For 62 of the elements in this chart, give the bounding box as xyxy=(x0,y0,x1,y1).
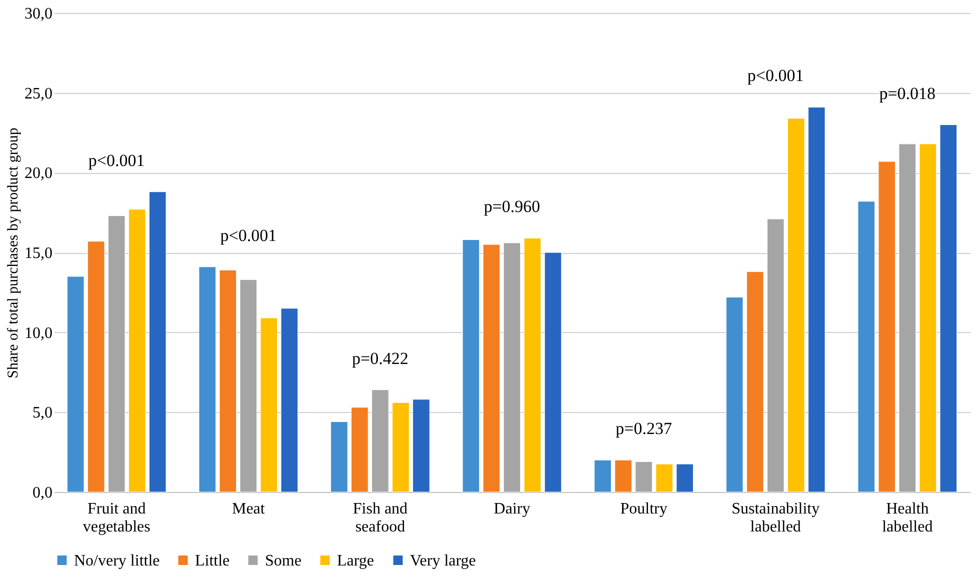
bar xyxy=(280,308,298,492)
bar xyxy=(351,407,368,492)
annotation: p<0.001 xyxy=(88,150,145,170)
bar xyxy=(808,106,826,492)
annotation: p<0.001 xyxy=(220,226,277,245)
x-tick-label: Health labelled xyxy=(882,500,933,536)
bar xyxy=(148,192,166,492)
y-tick-label: 5,0 xyxy=(32,404,52,422)
bar xyxy=(919,144,937,492)
bar xyxy=(219,270,237,492)
y-tick-label: 0,0 xyxy=(32,484,52,502)
x-tick-label: Fish and seafood xyxy=(352,500,408,536)
bar xyxy=(240,279,258,492)
x-tick-label: Meat xyxy=(232,500,266,518)
bar xyxy=(787,118,805,492)
bar xyxy=(858,201,876,492)
x-tick-label: Dairy xyxy=(494,500,530,518)
bar xyxy=(108,216,126,492)
bar xyxy=(260,318,278,492)
bar xyxy=(412,399,430,492)
bar xyxy=(656,464,673,492)
y-tick-label: 30,0 xyxy=(24,6,52,22)
legend-label: Very large xyxy=(410,552,476,570)
bar xyxy=(66,276,84,492)
y-tick-label: 10,0 xyxy=(24,324,52,342)
bar xyxy=(372,390,389,492)
bar xyxy=(503,242,521,492)
y-axis-title: Share of total purchases by product group xyxy=(6,128,22,378)
bar xyxy=(594,460,612,492)
bar xyxy=(330,421,348,492)
bar xyxy=(726,296,744,492)
x-tick-label: Fruit and vegetables xyxy=(82,500,150,536)
annotation: p=0.237 xyxy=(616,419,672,438)
bar xyxy=(635,461,652,492)
bar xyxy=(392,402,410,492)
legend-label: Large xyxy=(337,552,374,570)
annotation: p<0.001 xyxy=(747,66,804,86)
annotation: p=0.422 xyxy=(352,348,408,368)
y-tick-label: 25,0 xyxy=(24,85,52,102)
legend-label: Some xyxy=(265,552,302,570)
bar xyxy=(878,161,896,492)
bar xyxy=(544,252,562,492)
bar xyxy=(614,460,632,492)
bar xyxy=(128,209,146,492)
bar xyxy=(524,238,542,492)
x-tick-label: Poultry xyxy=(620,500,668,518)
bar xyxy=(482,244,500,492)
bar xyxy=(87,241,105,492)
bar xyxy=(898,144,916,492)
annotation: p=0.018 xyxy=(879,84,936,103)
legend-label: No/very little xyxy=(74,552,160,570)
bar xyxy=(766,218,784,492)
bar xyxy=(940,124,958,492)
annotation: p=0.960 xyxy=(484,197,540,216)
legend-label: Little xyxy=(195,552,230,570)
x-tick-label: Sustainability labelled xyxy=(732,500,820,536)
bar xyxy=(198,266,216,492)
bar xyxy=(462,239,480,492)
bar xyxy=(746,271,764,492)
bar xyxy=(676,464,694,492)
y-tick-label: 20,0 xyxy=(24,165,52,182)
y-tick-label: 15,0 xyxy=(24,245,52,262)
